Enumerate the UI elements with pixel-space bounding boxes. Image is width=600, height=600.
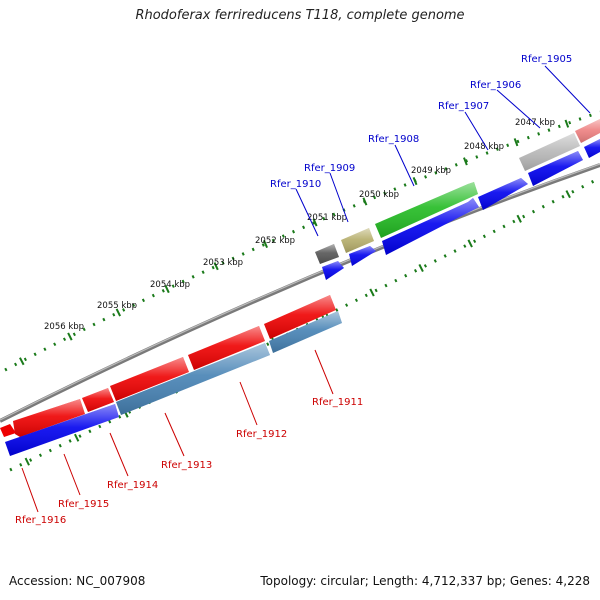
gene-label-rfer-1905[interactable]: Rfer_1905 <box>521 54 572 65</box>
scale-tick <box>164 284 170 294</box>
forward-cds-blue-6[interactable] <box>584 139 600 158</box>
label-leaders <box>21 65 591 513</box>
forward-cds-blue-2[interactable] <box>349 246 376 266</box>
scale-label-2048: 2048 kbp <box>464 142 504 152</box>
scale-tick <box>516 214 522 223</box>
genome-summary-text: Topology: circular; Length: 4,712,337 bp… <box>260 574 590 588</box>
scale-label-2049: 2049 kbp <box>411 166 451 176</box>
outer-major-ticks <box>19 119 570 366</box>
scale-tick <box>262 239 269 249</box>
gene-label-rfer-1916[interactable]: Rfer_1916 <box>15 515 66 526</box>
gene-rfer-1909-feature[interactable] <box>341 228 374 253</box>
gene-label-rfer-1909[interactable]: Rfer_1909 <box>304 163 355 174</box>
gene-label-rfer-1910[interactable]: Rfer_1910 <box>270 179 321 190</box>
scale-tick <box>74 433 80 442</box>
gene-label-rfer-1913[interactable]: Rfer_1913 <box>161 460 212 471</box>
scale-tick <box>19 357 25 366</box>
gene-rfer-1912-feature[interactable] <box>116 343 270 415</box>
reverse-cds-red-5[interactable] <box>13 399 85 437</box>
gene-label-rfer-1914[interactable]: Rfer_1914 <box>107 480 158 491</box>
scale-tick <box>513 138 519 147</box>
scale-label-2052: 2052 kbp <box>255 236 295 246</box>
scale-tick <box>213 262 219 271</box>
gene-rfer-1908-feature[interactable] <box>375 182 478 238</box>
gene-label-rfer-1908[interactable]: Rfer_1908 <box>368 134 419 145</box>
inner-scale-arc <box>9 176 600 472</box>
scale-tick <box>67 332 73 341</box>
scale-tick <box>312 218 318 227</box>
scale-tick <box>565 190 571 199</box>
map-title: Rhodoferax ferrireducens T118, complete … <box>135 8 465 23</box>
reverse-cds-red-3[interactable] <box>110 357 189 401</box>
reverse-cds-red-4[interactable] <box>82 388 114 412</box>
reverse-cds-red-1[interactable] <box>264 295 336 339</box>
forward-cds-blue-4[interactable] <box>478 178 528 210</box>
scale-tick <box>418 263 424 273</box>
gene-label-rfer-1907[interactable]: Rfer_1907 <box>438 101 489 112</box>
scale-tick <box>467 239 473 248</box>
scale-tick <box>369 288 375 297</box>
reverse-cds-red-2[interactable] <box>188 326 265 370</box>
scale-tick <box>564 119 570 128</box>
scale-tick <box>463 157 468 166</box>
gene-label-rfer-1912[interactable]: Rfer_1912 <box>236 429 287 440</box>
gene-rfer-1905-feature[interactable] <box>575 119 600 143</box>
scale-label-2053: 2053 kbp <box>203 258 243 268</box>
genome-backbone <box>0 163 600 423</box>
scale-tick <box>362 197 368 206</box>
gene-rfer-1913-feature[interactable] <box>5 404 119 456</box>
gene-label-rfer-1906[interactable]: Rfer_1906 <box>470 80 521 91</box>
forward-cds-blue-3[interactable] <box>382 198 479 255</box>
gene-rfer-1910-feature[interactable] <box>315 244 339 264</box>
scale-tick <box>115 308 122 317</box>
scale-tick <box>412 176 418 186</box>
accession-text: Accession: NC_007908 <box>9 574 146 588</box>
scale-label-2055: 2055 kbp <box>97 301 137 311</box>
forward-cds-blue-5[interactable] <box>528 151 583 186</box>
forward-cds-blue-1[interactable] <box>322 261 344 280</box>
gene-label-rfer-1915[interactable]: Rfer_1915 <box>58 499 109 510</box>
gene-label-rfer-1911[interactable]: Rfer_1911 <box>312 397 363 408</box>
reverse-cds-red-6[interactable] <box>0 424 16 437</box>
scale-label-2050: 2050 kbp <box>359 190 399 200</box>
scale-tick <box>24 457 30 466</box>
scale-label-2056: 2056 kbp <box>44 322 84 332</box>
gene-rfer-1911-feature[interactable] <box>269 311 342 353</box>
gene-rfer-1906-feature[interactable] <box>519 133 580 171</box>
scale-label-2054: 2054 kbp <box>150 280 190 290</box>
scale-label-2051: 2051 kbp <box>307 213 347 223</box>
